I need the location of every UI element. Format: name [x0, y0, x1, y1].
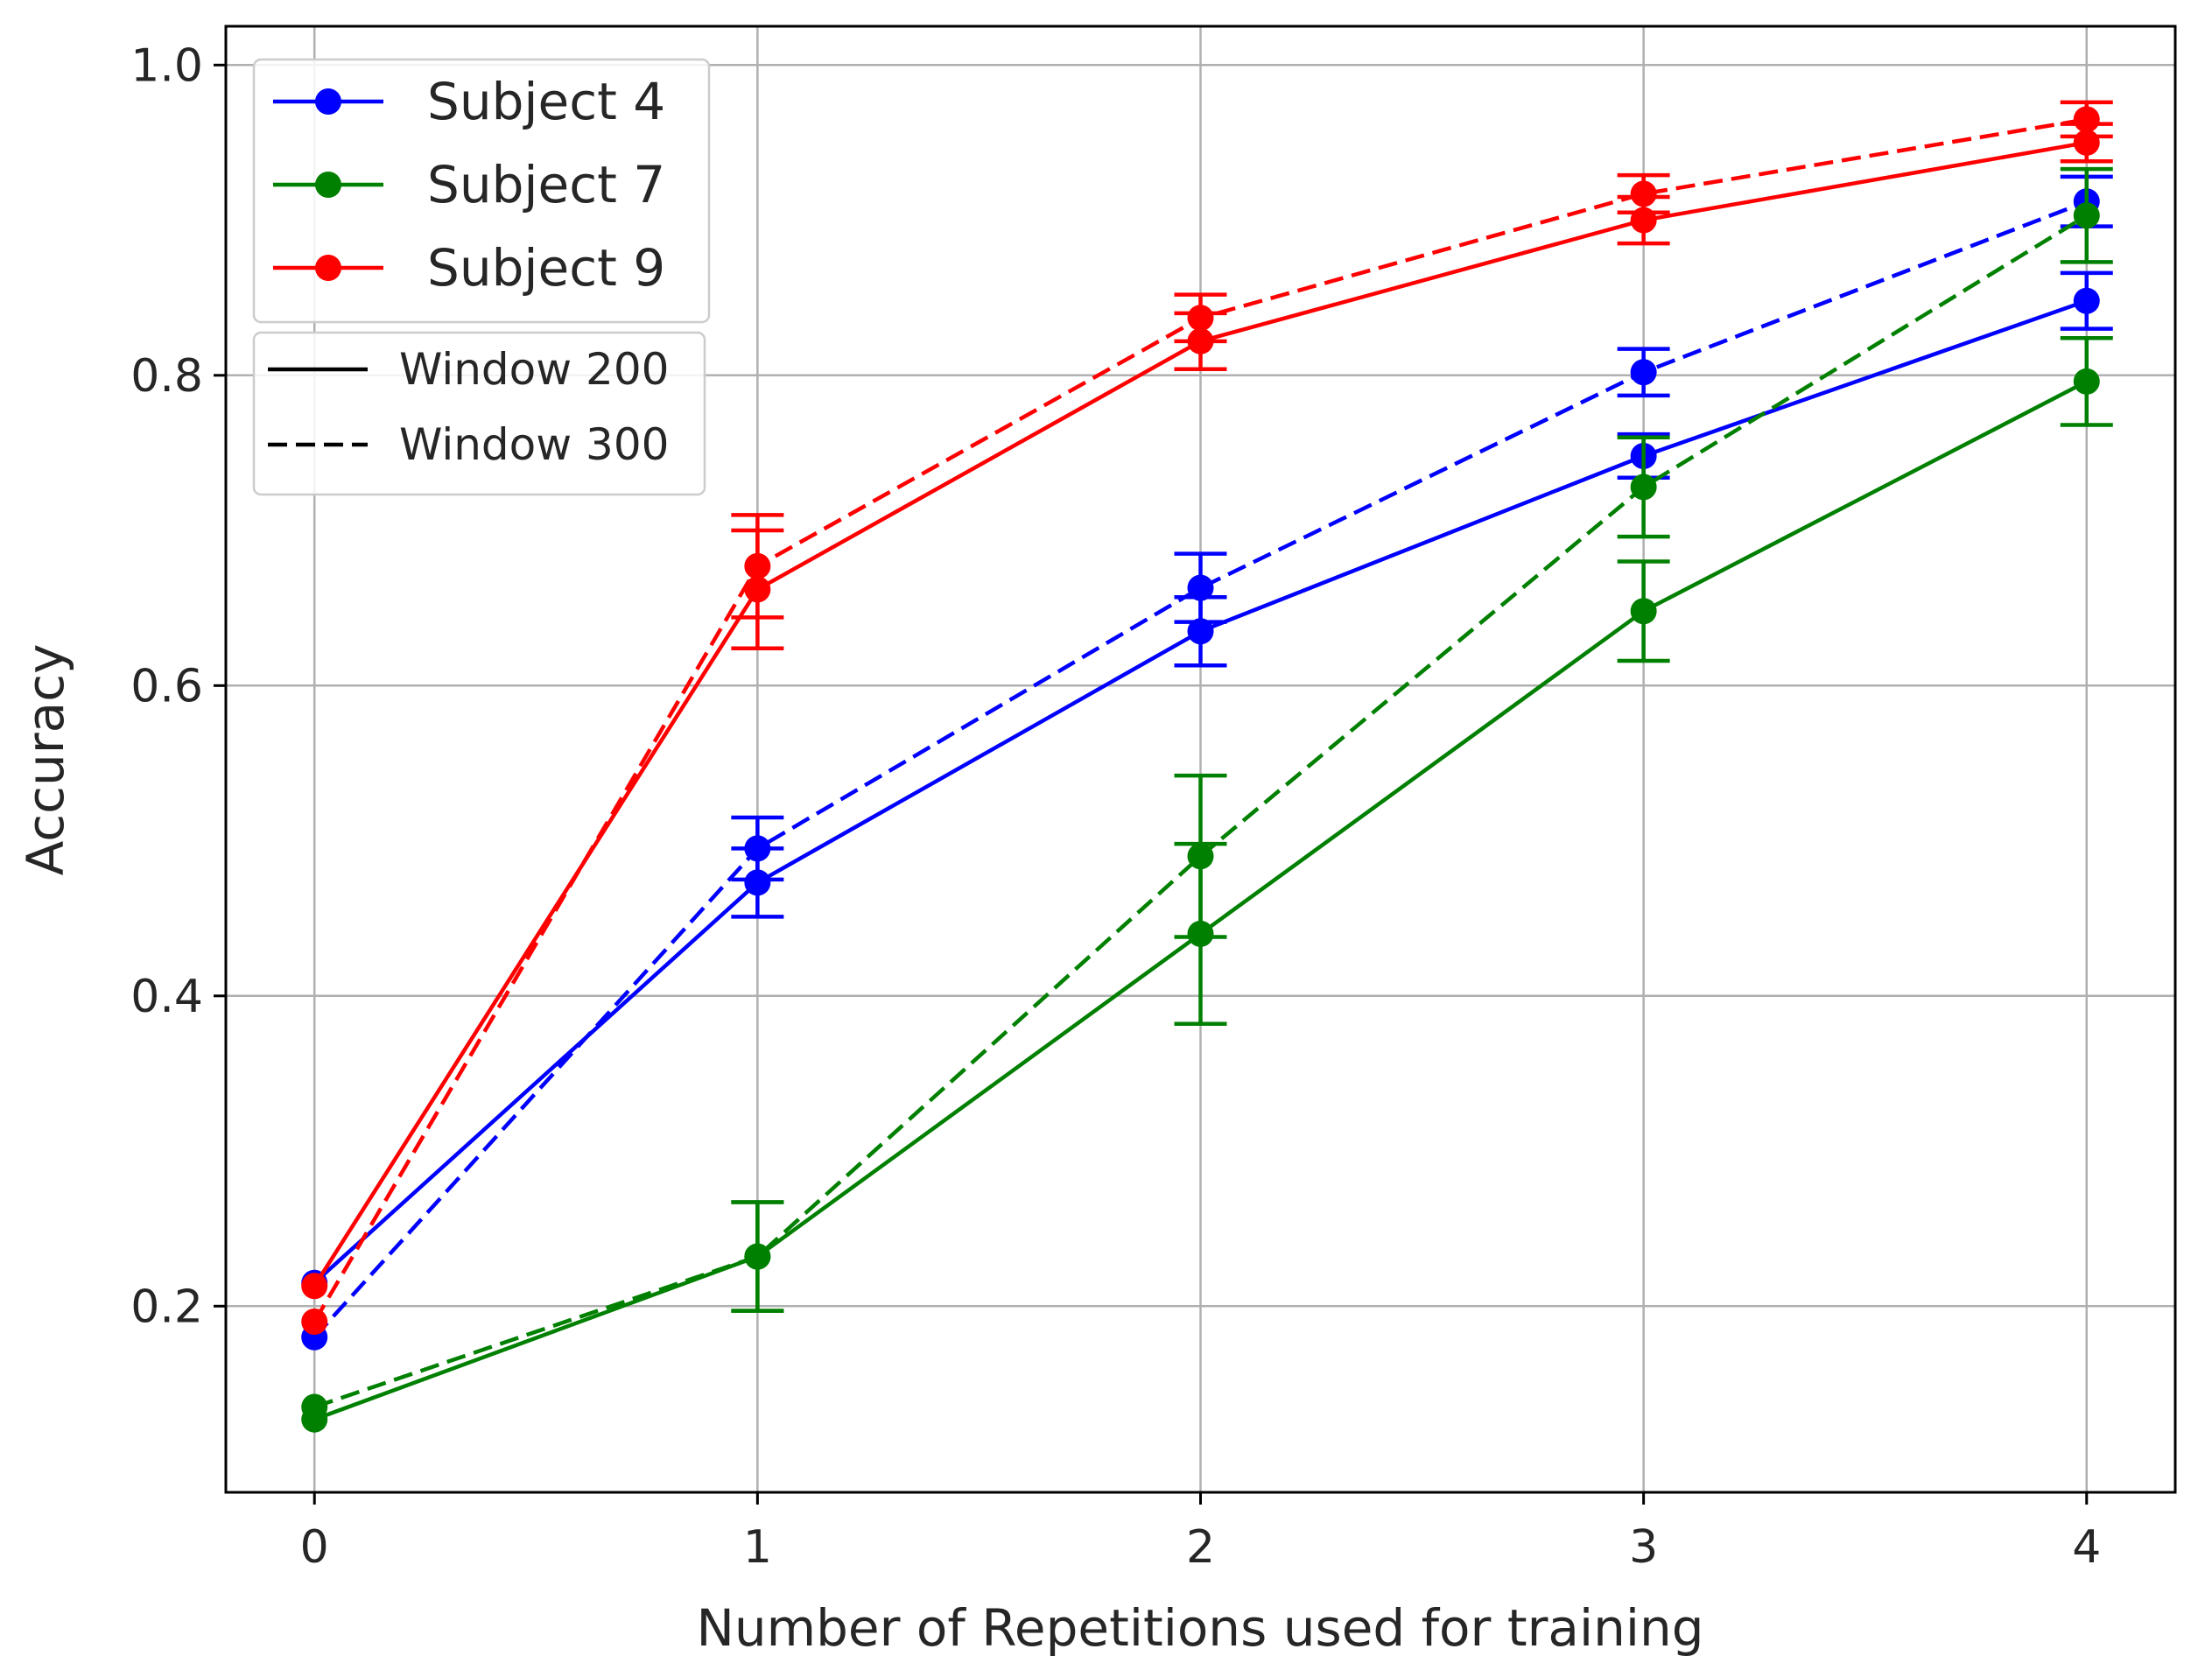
x-tick-label: 1 [743, 1521, 772, 1574]
data-point [2073, 106, 2100, 133]
data-point [744, 835, 771, 862]
data-point [301, 1309, 328, 1336]
legend-swatch-marker [315, 255, 341, 281]
y-tick-label: 0.8 [130, 350, 203, 403]
y-tick-label: 0.2 [130, 1281, 203, 1333]
legend-label: Window 300 [399, 419, 669, 470]
x-tick-label: 0 [300, 1521, 329, 1574]
x-axis-label: Number of Repetitions used for training [696, 1598, 1703, 1658]
data-point [301, 1273, 328, 1300]
data-point [1630, 180, 1657, 207]
series-subject-9-window-300 [301, 100, 2113, 1336]
data-point [744, 1243, 771, 1270]
data-point [744, 869, 771, 896]
series-layer [301, 100, 2113, 1433]
data-point [2073, 202, 2100, 229]
data-point [301, 1393, 328, 1421]
data-point [2073, 287, 2100, 314]
data-point [1630, 598, 1657, 625]
legend-label: Subject 9 [427, 238, 665, 298]
y-tick-label: 0.4 [130, 971, 203, 1023]
data-point [2073, 368, 2100, 395]
legend-label: Subject 4 [427, 72, 665, 131]
legend-label: Window 200 [399, 344, 669, 395]
series-line [312, 200, 2088, 1339]
legend-subjects-box [252, 58, 711, 324]
y-tick-label: 1.0 [130, 39, 203, 92]
data-point [744, 552, 771, 579]
data-point [1187, 618, 1214, 645]
data-point [1630, 359, 1657, 386]
data-point [1187, 574, 1214, 601]
y-tick-label: 0.6 [130, 660, 203, 712]
data-point [1187, 305, 1214, 332]
axis-ticks: 0 1 2 3 4 0.2 0.4 0.6 0.8 1.0 [130, 39, 2101, 1574]
legend-subjects: Subject 4 Subject 7 Subject 9 [252, 58, 711, 324]
x-tick-label: 3 [1629, 1521, 1658, 1574]
legend-windows: Window 200 Window 300 [252, 331, 706, 496]
data-point [1187, 843, 1214, 870]
legend-swatch-marker [315, 172, 341, 198]
x-tick-label: 4 [2072, 1521, 2101, 1574]
data-point [1630, 474, 1657, 501]
x-tick-label: 2 [1186, 1521, 1215, 1574]
legend-label: Subject 7 [427, 155, 665, 214]
series-subject-7-window-300 [301, 166, 2113, 1421]
legend-swatch-marker [315, 88, 341, 115]
y-axis-label: Accuracy [16, 644, 75, 876]
legend-windows-box [252, 331, 706, 496]
